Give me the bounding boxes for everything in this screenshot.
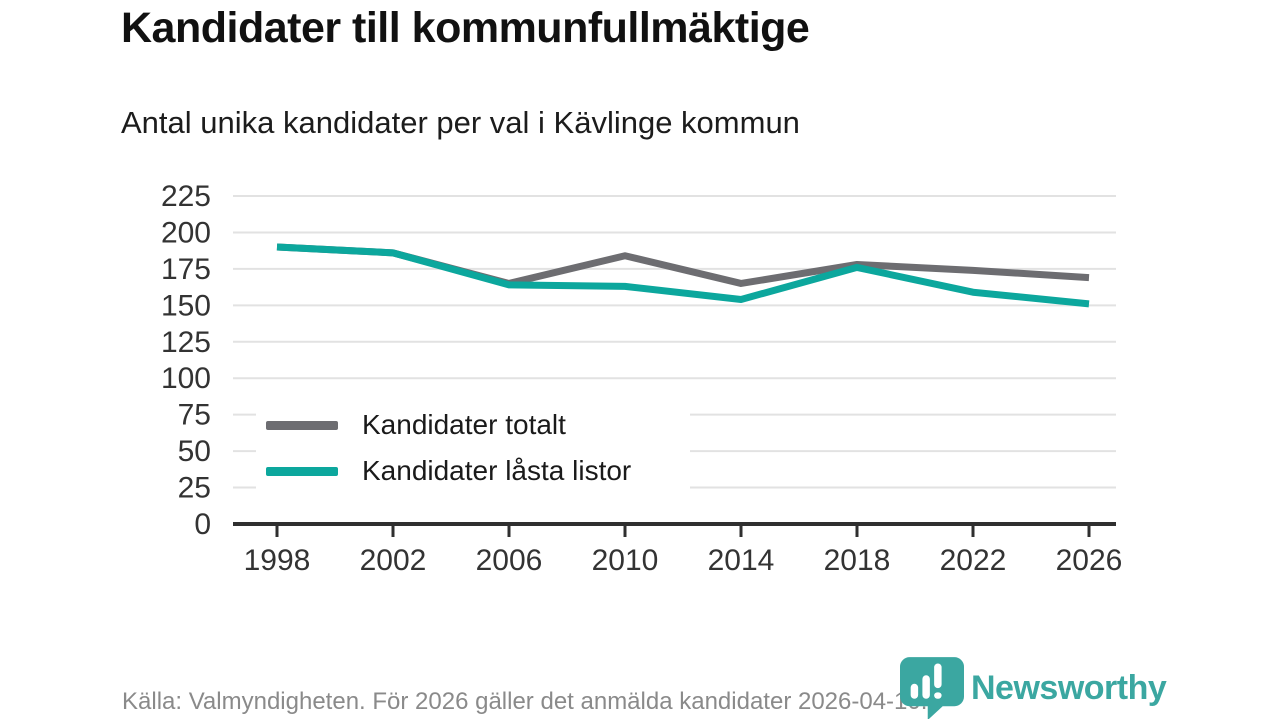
x-axis-tick-label: 2018 [824,544,891,577]
legend-item-totalt: Kandidater totalt [266,409,690,441]
legend-item-lasta-listor: Kandidater låsta listor [266,455,690,487]
legend-label-lasta-listor: Kandidater låsta listor [362,455,632,486]
legend-label-totalt: Kandidater totalt [362,409,566,440]
x-axis-tick-label: 2022 [940,544,1007,577]
x-axis-tick-label: 2006 [476,544,543,577]
x-axis-tick-label: 1998 [244,544,311,577]
newsworthy-bubble-barchart-icon [900,657,964,719]
y-axis-tick-label: 175 [161,253,211,286]
y-axis-tick-label: 0 [194,508,211,541]
series-line-1 [276,243,1090,308]
y-axis-tick-label: 150 [161,289,211,322]
legend-swatch-lasta-listor [266,466,338,476]
newsworthy-logo: Newsworthy [897,655,1167,720]
newsworthy-wordmark: Newsworthy [971,669,1167,707]
source-note: Källa: Valmyndigheten. För 2026 gäller d… [122,688,928,715]
y-axis-tick-label: 75 [178,399,211,432]
y-axis-tick-label: 100 [161,362,211,395]
y-axis-tick-label: 225 [161,180,211,213]
y-axis-tick-label: 50 [178,435,211,468]
y-axis-tick-label: 25 [178,472,211,505]
y-axis-tick-label: 200 [161,216,211,249]
page-title: Kandidater till kommunfullmäktige [121,4,810,52]
x-axis-tick-label: 2014 [708,544,775,577]
chart-subtitle: Antal unika kandidater per val i Kävling… [121,105,800,140]
legend-swatch-totalt [266,420,338,430]
chart-legend: Kandidater totalt Kandidater låsta listo… [256,396,690,500]
x-axis-tick-label: 2010 [592,544,659,577]
y-axis-tick-label: 125 [161,326,211,359]
x-axis-tick-label: 2026 [1056,544,1123,577]
x-axis-tick-label: 2002 [360,544,427,577]
